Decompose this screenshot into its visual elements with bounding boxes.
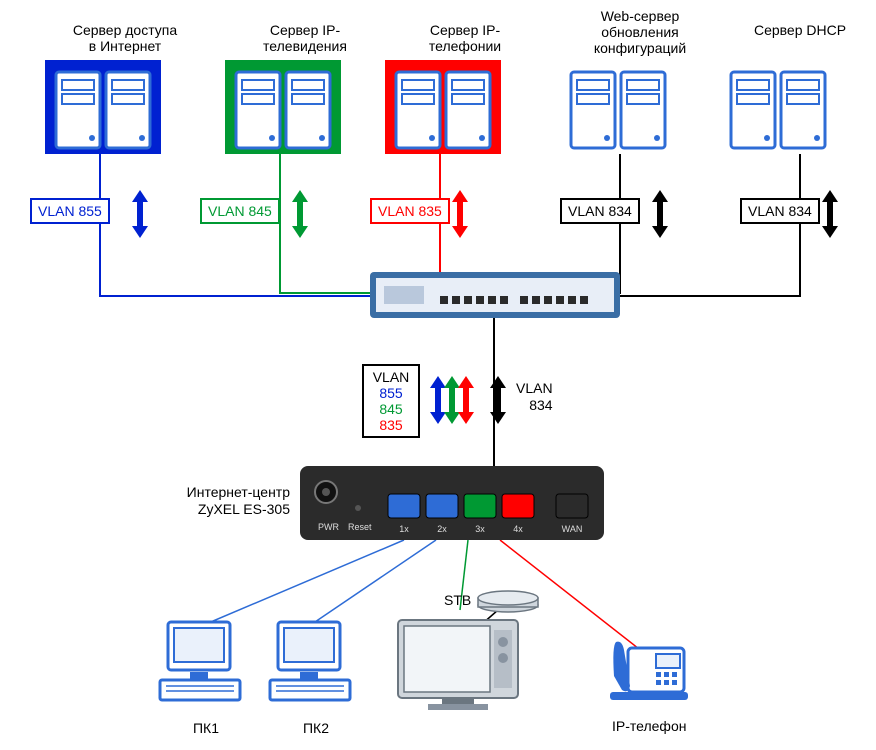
svg-text:2x: 2x bbox=[437, 524, 447, 534]
server-icon-voip bbox=[396, 72, 490, 148]
server-label-dhcp: Сервер DHCP bbox=[710, 22, 876, 38]
vlan-box-internet: VLAN 855 bbox=[30, 198, 110, 224]
server-icon-dhcp bbox=[731, 72, 825, 148]
vlan-box-webconf: VLAN 834 bbox=[560, 198, 640, 224]
mid-right-vlan-label: VLAN 834 bbox=[516, 380, 553, 414]
ip-phone-icon bbox=[610, 642, 688, 700]
router-label: Интернет-центр ZyXEL ES-305 bbox=[180, 484, 290, 518]
svg-text:1x: 1x bbox=[399, 524, 409, 534]
server-label-iptv: Сервер IP- телевидения bbox=[215, 22, 395, 54]
server-icon-internet bbox=[56, 72, 150, 148]
pc-label-pc2: ПК2 bbox=[286, 720, 346, 736]
server-label-voip: Сервер IP- телефонии bbox=[375, 22, 555, 54]
vlan-arrow-internet bbox=[132, 190, 148, 238]
server-label-internet: Сервер доступа в Интернет bbox=[35, 22, 215, 54]
mid-vlan-box: VLAN855845835 bbox=[362, 364, 420, 438]
vlan-arrow-iptv bbox=[292, 190, 308, 238]
stb-icon bbox=[478, 591, 538, 612]
network-switch-icon bbox=[370, 272, 620, 318]
pc-icon-pc1 bbox=[160, 622, 240, 700]
server-icon-iptv bbox=[236, 72, 330, 148]
tv-icon bbox=[398, 620, 518, 710]
svg-text:WAN: WAN bbox=[562, 524, 583, 534]
server-icon-webconf bbox=[571, 72, 665, 148]
svg-text:4x: 4x bbox=[513, 524, 523, 534]
wiring-layer: PWR Reset 1x 2x 3x 4x WAN bbox=[0, 0, 876, 750]
pc-label-pc1: ПК1 bbox=[176, 720, 236, 736]
vlan-box-iptv: VLAN 845 bbox=[200, 198, 280, 224]
vlan-arrow-voip bbox=[452, 190, 468, 238]
ip-phone-label: IP-телефон bbox=[612, 718, 686, 734]
vlan-box-dhcp: VLAN 834 bbox=[740, 198, 820, 224]
vlan-arrow-webconf bbox=[652, 190, 668, 238]
router-reset-label: Reset bbox=[348, 522, 372, 532]
pc-icon-pc2 bbox=[270, 622, 350, 700]
stb-label: STB bbox=[444, 592, 471, 608]
vlan-box-voip: VLAN 835 bbox=[370, 198, 450, 224]
svg-text:3x: 3x bbox=[475, 524, 485, 534]
router-icon: PWR Reset 1x 2x 3x 4x WAN bbox=[300, 466, 604, 540]
vlan-arrow-dhcp bbox=[822, 190, 838, 238]
server-label-webconf: Web-сервер обновления конфигураций bbox=[550, 8, 730, 56]
router-pwr-label: PWR bbox=[318, 522, 339, 532]
